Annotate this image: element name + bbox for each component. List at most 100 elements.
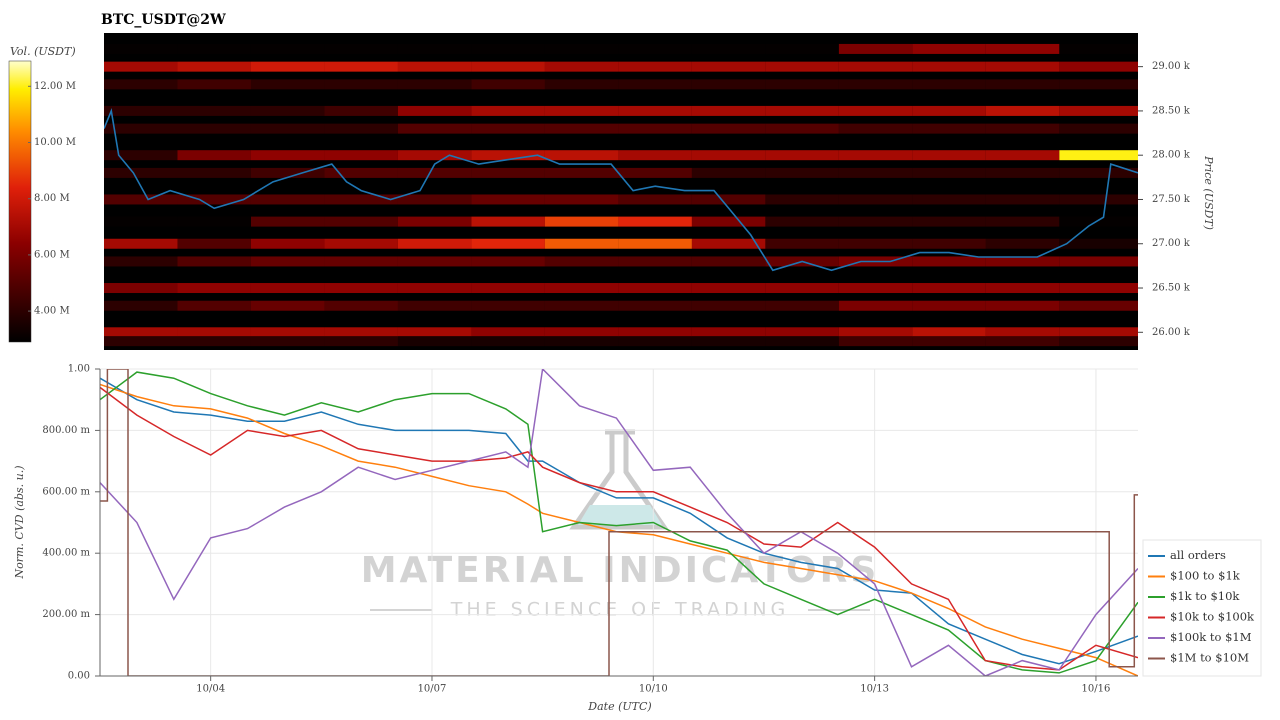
heatmap-cell [691, 283, 766, 294]
heatmap-cell [104, 238, 178, 249]
heatmap-cell [397, 167, 472, 178]
heatmap-cell [177, 123, 251, 134]
y-tick-label: 600.00 m [42, 486, 90, 497]
heatmap-cell [250, 336, 325, 347]
watermark-title: MATERIAL INDICATORS [361, 550, 880, 591]
heatmap-cell [177, 194, 251, 205]
heatmap-cell [765, 123, 839, 134]
series-line [100, 369, 1138, 676]
y-tick-label: 400.00 m [42, 548, 90, 559]
heatmap-cell [397, 61, 472, 72]
heatmap-cell [250, 238, 325, 249]
heatmap-cell [471, 256, 545, 267]
heatmap-cell [397, 150, 472, 161]
heatmap-cell [544, 61, 619, 72]
price-line-group [104, 108, 1138, 272]
heatmap-cell [912, 216, 986, 227]
heatmap-cell [765, 327, 839, 338]
heatmap-cell [250, 300, 325, 311]
heatmap-cell [177, 105, 251, 116]
heatmap-cell [544, 336, 619, 347]
heatmap-cell [1059, 79, 1138, 90]
heatmap-cell [691, 167, 766, 178]
heatmap-cell [1059, 256, 1138, 267]
x-tick-label: 10/13 [860, 684, 889, 695]
heatmap-cell [544, 256, 619, 267]
heatmap-cell [1059, 123, 1138, 134]
legend-label: $100 to $1k [1170, 569, 1241, 583]
heatmap-cell [912, 283, 986, 294]
heatmap-cell [177, 327, 251, 338]
heatmap-cell [250, 150, 325, 161]
heatmap-cell [985, 167, 1060, 178]
heatmap-cell [324, 327, 398, 338]
heatmap-cell [471, 61, 545, 72]
heatmap-cell [691, 79, 766, 90]
heatmap-cell [912, 43, 986, 54]
series-line [100, 386, 1138, 671]
heatmap-cell [177, 79, 251, 90]
heatmap-cell [250, 79, 325, 90]
series-line [100, 377, 1138, 665]
heatmap-cell [691, 238, 766, 249]
heatmap-cell [544, 79, 619, 90]
heatmap-cell [985, 194, 1060, 205]
y-tick-label: 1.00 [68, 364, 90, 375]
series-line [100, 383, 1138, 676]
heatmap-cell [104, 150, 178, 161]
y-tick-label: 0.00 [68, 671, 90, 682]
heatmap-cell [985, 283, 1060, 294]
heatmap-cell [177, 283, 251, 294]
heatmap-cell [250, 256, 325, 267]
heatmap-cell [765, 300, 839, 311]
watermark-subtitle: THE SCIENCE OF TRADING [450, 599, 790, 621]
colorbar-tick-label: 12.00 M [34, 81, 76, 92]
heatmap-cell [985, 61, 1060, 72]
watermark [370, 429, 870, 611]
heatmap-cell [618, 105, 692, 116]
heatmap-cell [618, 194, 692, 205]
y-tick-label: 28.00 k [1152, 150, 1191, 161]
heatmap-cell [618, 327, 692, 338]
heatmap-cell [471, 123, 545, 134]
heatmap-cell [618, 336, 692, 347]
heatmap-cell [104, 61, 178, 72]
heatmap-cell [104, 79, 178, 90]
heatmap-cell [765, 61, 839, 72]
heatmap-cell [397, 336, 472, 347]
heatmap-cell [1059, 150, 1138, 161]
heatmap-cell [838, 150, 913, 161]
y-tick-label: 29.00 k [1152, 61, 1191, 72]
heatmap-cell [912, 327, 986, 338]
heatmap-cell [765, 216, 839, 227]
heatmap-cell [250, 105, 325, 116]
colorbar-label: Vol. (USDT) [10, 45, 76, 58]
heatmap-cell [985, 327, 1060, 338]
lines [100, 369, 1138, 676]
heatmap-cell [765, 150, 839, 161]
heatmap-cell [691, 327, 766, 338]
heatmap-cell [1059, 300, 1138, 311]
heatmap-cell [765, 105, 839, 116]
heatmap-cell [1059, 327, 1138, 338]
heatmap-cell [618, 167, 692, 178]
heatmap-cell [397, 194, 472, 205]
heatmap-cell [985, 336, 1060, 347]
colorbar-tick-label: 4.00 M [34, 306, 70, 317]
x-tick-label: 10/16 [1082, 684, 1111, 695]
heatmap-cell [1059, 43, 1138, 54]
heatmap-cell [912, 336, 986, 347]
heatmap-cell [177, 61, 251, 72]
heatmap-cell [397, 300, 472, 311]
heatmap-cell [544, 123, 619, 134]
heatmap-cell [1059, 167, 1138, 178]
heatmap-cell [912, 194, 986, 205]
heatmap-cell [324, 43, 398, 54]
heatmap-cell [397, 256, 472, 267]
heatmap-cell [838, 167, 913, 178]
heatmap-cell [177, 167, 251, 178]
heatmap [104, 43, 1138, 347]
heatmap-cell [471, 150, 545, 161]
heatmap-cell [324, 336, 398, 347]
heatmap-cell [544, 300, 619, 311]
